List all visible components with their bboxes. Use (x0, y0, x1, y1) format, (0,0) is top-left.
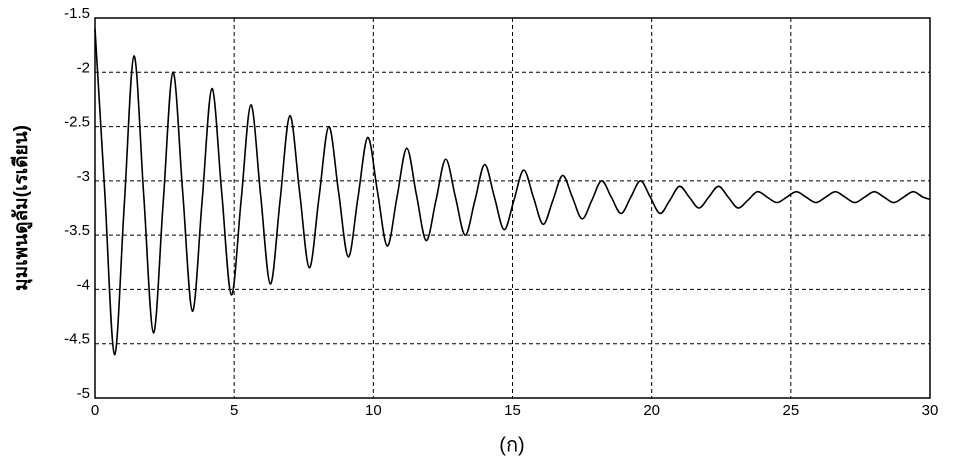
x-tick-label: 30 (922, 402, 939, 419)
y-tick-label: -3 (77, 168, 90, 185)
x-tick-label: 25 (782, 402, 799, 419)
x-tick-label: 5 (230, 402, 238, 419)
y-tick-label: -2.5 (64, 114, 90, 131)
x-axis-label: (ก) (499, 434, 524, 456)
data-line (94, 28, 931, 356)
y-tick-label: -4 (77, 276, 90, 293)
y-tick-label: -3.5 (64, 222, 90, 239)
x-tick-label: 15 (504, 402, 521, 419)
y-tick-label: -4.5 (64, 331, 90, 348)
x-tick-label: 0 (91, 402, 99, 419)
x-tick-label: 20 (643, 402, 660, 419)
y-tick-label: -1.5 (64, 5, 90, 22)
x-tick-label: 10 (365, 402, 382, 419)
y-axis-label: มุมเพนดูลัม(เรเดียน) (10, 125, 33, 291)
y-tick-label: -5 (77, 385, 90, 402)
y-tick-label: -2 (77, 59, 90, 76)
